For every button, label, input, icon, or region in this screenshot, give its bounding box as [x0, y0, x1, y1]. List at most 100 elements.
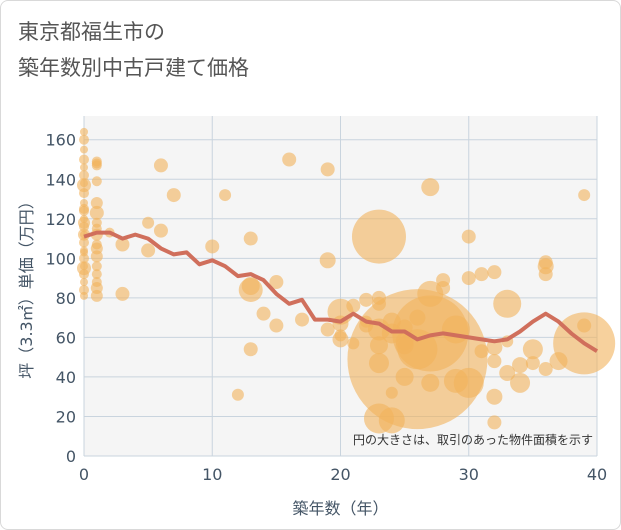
data-bubble: [522, 339, 543, 360]
data-bubble: [91, 160, 102, 171]
data-bubble: [79, 284, 89, 295]
data-bubble: [80, 291, 88, 300]
data-bubble: [346, 298, 361, 313]
data-bubble: [436, 280, 451, 295]
data-bubble: [90, 289, 103, 302]
trend-line: [83, 230, 599, 353]
data-bubble: [320, 162, 335, 177]
data-bubble: [80, 163, 88, 172]
data-bubble: [80, 214, 88, 223]
data-bubble: [142, 216, 155, 229]
x-axis-ticks: 0 10 20 30 40: [79, 465, 607, 484]
data-bubble: [243, 231, 258, 246]
x-tick-label: 30: [459, 465, 479, 484]
data-bubble: [385, 386, 398, 399]
data-bubble: [91, 269, 102, 280]
data-bubble: [115, 237, 130, 252]
x-tick-label: 40: [587, 465, 607, 484]
y-axis-label: 坪（3.3㎡）単価（万円）: [17, 193, 36, 378]
data-bubble: [80, 262, 88, 271]
y-tick-label: 60: [56, 328, 76, 347]
data-bubble: [359, 292, 374, 307]
x-tick-label: 0: [79, 465, 89, 484]
data-bubble: [421, 373, 440, 392]
data-bubble: [153, 223, 168, 238]
data-bubble: [334, 329, 347, 342]
x-tick-label: 10: [202, 465, 222, 484]
data-bubble: [79, 253, 89, 264]
data-bubble: [295, 312, 310, 327]
data-bubble: [474, 344, 489, 359]
data-bubble: [368, 353, 389, 374]
data-bubble: [319, 252, 336, 269]
data-bubble: [91, 261, 102, 272]
data-bubble: [549, 352, 568, 371]
data-bubble: [243, 342, 258, 357]
data-bubble: [79, 188, 89, 199]
data-bubble: [493, 289, 522, 318]
x-axis-label: 築年数（年）: [292, 499, 388, 518]
data-bubble: [79, 154, 89, 165]
data-bubble: [441, 315, 470, 344]
data-bubble: [421, 178, 440, 197]
data-bubble: [79, 170, 89, 181]
data-bubble: [347, 337, 360, 350]
data-bubble: [141, 243, 156, 258]
data-bubble: [512, 357, 529, 374]
data-bubble: [578, 189, 591, 202]
data-bubble: [538, 255, 553, 270]
data-bubble: [219, 189, 232, 202]
data-bubble: [487, 265, 502, 280]
y-tick-label: 100: [45, 249, 76, 268]
data-bubble: [474, 267, 489, 282]
data-bubble: [461, 271, 476, 286]
bubble-layer: [77, 127, 616, 434]
data-bubble: [91, 176, 102, 187]
data-bubble: [371, 296, 386, 311]
data-bubble: [80, 145, 88, 154]
data-bubble: [80, 127, 88, 136]
y-axis-ticks: 0 20 40 60 80 100 120 140 160: [45, 131, 76, 466]
data-bubble: [395, 367, 414, 386]
y-tick-label: 80: [56, 289, 76, 308]
data-bubble: [80, 179, 88, 188]
data-bubble: [499, 364, 516, 381]
y-tick-label: 0: [66, 447, 76, 466]
data-bubble: [269, 275, 284, 290]
data-bubble: [351, 209, 406, 264]
data-bubble: [205, 239, 220, 254]
data-bubble: [115, 286, 130, 301]
y-tick-label: 20: [56, 407, 76, 426]
data-bubble: [80, 248, 88, 257]
y-tick-label: 120: [45, 210, 76, 229]
data-bubble: [487, 354, 502, 369]
data-bubble: [395, 332, 414, 351]
data-bubble: [90, 250, 103, 263]
data-bubble: [538, 267, 553, 282]
data-bubble: [461, 229, 476, 244]
data-bubble: [79, 203, 89, 214]
data-bubble: [91, 277, 102, 288]
data-bubble: [89, 205, 104, 220]
y-tick-label: 40: [56, 368, 76, 387]
data-bubble: [91, 239, 102, 250]
chart-title-line-2: 築年数別中古戸建て価格: [18, 56, 249, 80]
data-bubble: [378, 407, 405, 434]
data-bubble: [409, 309, 426, 326]
data-bubble: [166, 188, 181, 203]
data-bubble: [153, 158, 168, 173]
data-bubble: [79, 237, 89, 248]
data-bubble: [241, 277, 260, 295]
data-bubble: [486, 339, 503, 356]
data-bubble: [80, 198, 88, 207]
data-bubble: [510, 372, 531, 393]
data-bubble: [79, 134, 89, 145]
data-bubble: [369, 336, 388, 355]
x-tick-label: 20: [330, 465, 350, 484]
size-note: 円の大きさは、取引のあった物件面積を示す: [353, 432, 593, 447]
data-bubble: [269, 318, 284, 333]
data-bubble: [443, 368, 468, 393]
data-bubble: [79, 269, 89, 280]
data-bubble: [487, 415, 502, 430]
